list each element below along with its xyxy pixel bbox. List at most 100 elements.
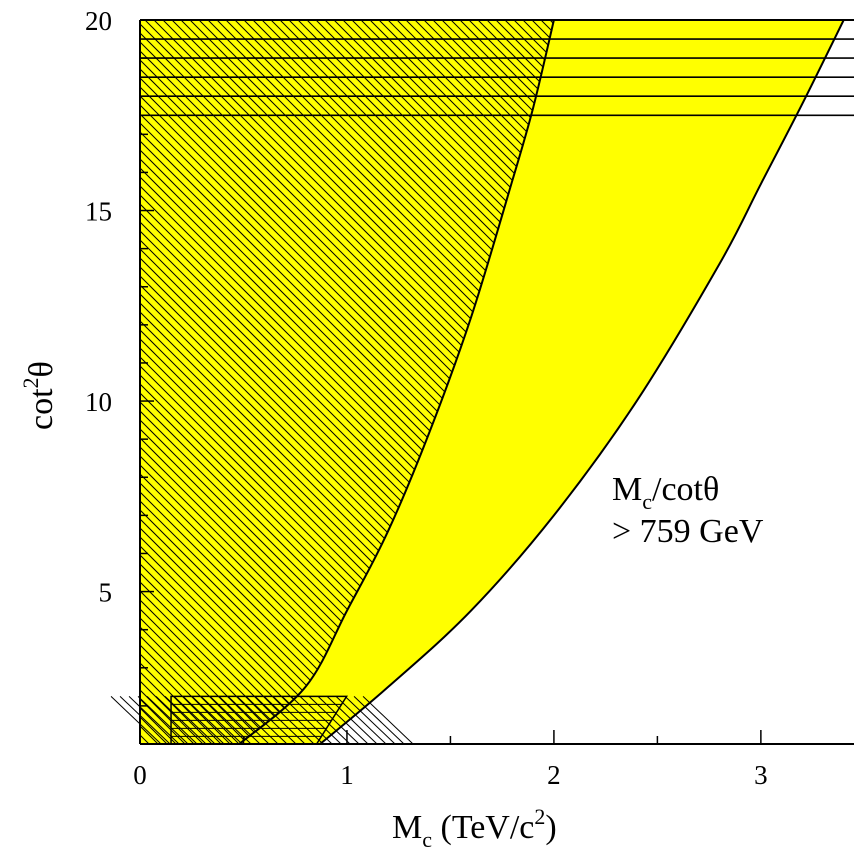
hatch-line (270, 20, 554, 744)
box-diagonal-line (182, 696, 234, 745)
box-diagonal-line (173, 696, 225, 745)
box-diagonal-line (272, 696, 324, 745)
hatch-line (140, 20, 411, 744)
box-diagonal-line (290, 696, 342, 745)
hatch-line (225, 20, 554, 744)
hatch-line (315, 20, 554, 744)
hatch-line (140, 20, 447, 744)
hatch-line (198, 20, 554, 744)
hatch-line (140, 20, 375, 744)
hatch-line (140, 20, 554, 744)
inner-boundary-curve (238, 20, 555, 744)
hatch-line (297, 20, 554, 744)
box-diagonal-line (335, 696, 387, 745)
excluded-left-region (140, 20, 554, 744)
hatch-line (140, 20, 554, 744)
hatch-line (324, 20, 554, 744)
hatch-line (207, 20, 554, 744)
hatch-line (140, 20, 420, 744)
hatch-line (140, 20, 554, 744)
excluded-band (239, 20, 844, 744)
box-diagonal-line (119, 696, 171, 745)
hatch-line (140, 20, 554, 744)
x-tick-label: 2 (547, 760, 561, 790)
hatch-line (140, 20, 438, 744)
hatch-line (140, 20, 285, 744)
hatch-line (189, 20, 554, 744)
hatch-line (140, 20, 330, 744)
box-diagonal-line (164, 696, 216, 745)
axes (139, 19, 854, 745)
hatch-line (342, 20, 554, 744)
hatch-line (140, 20, 554, 744)
hatch-line (369, 20, 554, 744)
x-tick-label: 0 (133, 760, 147, 790)
x-tick-label: 1 (340, 760, 354, 790)
hatch-line (140, 20, 276, 744)
hatch-line (140, 20, 141, 744)
hatch-line (234, 20, 554, 744)
box-diagonal-line (155, 696, 207, 745)
hatch-line (288, 20, 554, 744)
box-diagonal-line (137, 696, 189, 745)
box-diagonal-line (236, 696, 288, 745)
hatch-line (252, 20, 554, 744)
box-diagonal-line (209, 696, 261, 745)
y-axis-title: cot2θ (18, 361, 60, 430)
y-tick-label: 15 (85, 197, 112, 227)
hatch-line (140, 20, 554, 744)
hatch-line (387, 20, 554, 744)
box-diagonal-line (326, 696, 378, 745)
box-diagonal-line (128, 696, 180, 745)
box-diagonal-line (308, 696, 360, 745)
hatch-line (279, 20, 554, 744)
box-diagonal-line (191, 696, 243, 745)
box-diagonal-line (218, 696, 270, 745)
hatch-line (140, 20, 554, 744)
hatch-line (261, 20, 554, 744)
outer-boundary-curve (319, 20, 845, 744)
hatch-line (351, 20, 554, 744)
y-tick-label: 5 (99, 578, 113, 608)
hatch-line (140, 20, 554, 744)
hatch-line (306, 20, 554, 744)
boundary-curves (238, 20, 845, 744)
hatch-line (140, 20, 429, 744)
hatch-line (333, 20, 554, 744)
hatch-line (140, 20, 348, 744)
box-diagonal-line (299, 696, 351, 745)
hatch-line (140, 20, 554, 744)
axis-labels: 0 1 2 3 5 10 15 20 (85, 6, 768, 790)
box-diagonal-line (227, 696, 279, 745)
hatch-line (140, 20, 554, 744)
horizontal-hatch-box (110, 695, 414, 745)
hatch-line (140, 20, 554, 744)
y-tick-label: 20 (85, 6, 112, 36)
box-diagonal-line (263, 696, 315, 745)
hatch-line (140, 20, 366, 744)
hatch-line (140, 20, 554, 744)
hatch-line (140, 20, 384, 744)
y-tick-label: 10 (85, 387, 112, 417)
hatch-line (140, 20, 357, 744)
hatch-line (140, 20, 554, 744)
hatch-line (140, 20, 303, 744)
box-diagonal-line (110, 696, 162, 745)
excluded-yellow-region (140, 20, 844, 744)
hatch-line (140, 20, 339, 744)
hatch-line (140, 20, 402, 744)
box-diagonal-line (344, 696, 396, 745)
hatch-line (360, 20, 554, 744)
hatch-line (180, 20, 554, 744)
hatch-line (216, 20, 554, 744)
hatch-line (140, 20, 294, 744)
hatch-line (140, 20, 554, 744)
hatch-line (140, 20, 554, 744)
hatch-line (140, 20, 321, 744)
box-diagonal-line (254, 696, 306, 745)
box-diagonal-line (362, 696, 414, 745)
hatch-line (378, 20, 554, 744)
box-diagonal-line (146, 696, 198, 745)
box-diagonal-line (353, 696, 405, 745)
